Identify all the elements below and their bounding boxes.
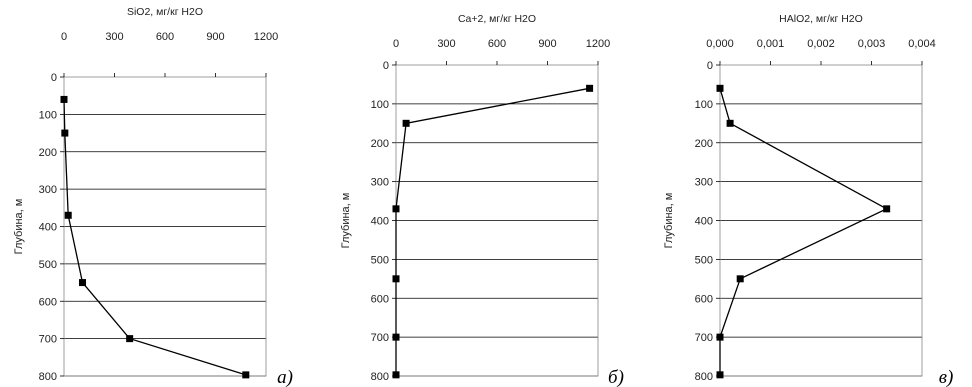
- y-tick-label: 600: [39, 296, 57, 308]
- x-tick-label: 0,000: [706, 38, 734, 50]
- y-tick-label: 0: [51, 72, 57, 84]
- x-tick-label: 0,003: [858, 38, 886, 50]
- y-tick-label: 300: [371, 177, 389, 189]
- data-point: [392, 205, 400, 213]
- y-tick-label: 700: [695, 332, 713, 344]
- x-tick-label: 900: [206, 31, 224, 43]
- y-tick-label: 200: [695, 138, 713, 150]
- y-tick-label: 0: [383, 60, 389, 72]
- y-axis-label: Глубина, м: [663, 193, 675, 249]
- data-point: [402, 119, 410, 127]
- data-point: [716, 333, 724, 341]
- y-tick-label: 800: [39, 371, 57, 383]
- data-point: [726, 119, 734, 127]
- y-tick-label: 700: [371, 332, 389, 344]
- series-line: [63, 99, 246, 376]
- panel-label: а): [277, 367, 293, 387]
- data-point: [126, 335, 134, 343]
- y-axis-label: Глубина, м: [340, 193, 352, 249]
- panel-label: в): [939, 367, 954, 387]
- data-point: [736, 275, 744, 283]
- panel-label: б): [608, 367, 624, 387]
- x-tick-label: 0: [61, 31, 67, 43]
- x-tick-label: 0,002: [807, 38, 835, 50]
- y-tick-label: 200: [39, 147, 57, 159]
- data-point: [242, 371, 250, 379]
- chart-panel-c: 0,000 0,001 0,002 0,003 0,004 0 100 200 300 400 50…: [663, 13, 953, 387]
- data-point: [392, 371, 400, 379]
- x-tick-label: 300: [437, 38, 455, 50]
- x-tick-label: 0: [393, 38, 399, 50]
- chart-title: HAlO2, мг/кг H2O: [779, 13, 863, 25]
- data-point: [64, 211, 72, 219]
- y-tick-label: 400: [371, 216, 389, 228]
- y-tick-label: 600: [695, 293, 713, 305]
- y-tick-label: 400: [695, 216, 713, 228]
- y-axis-label: Глубина, м: [13, 199, 25, 255]
- y-tick-label: 700: [39, 334, 57, 346]
- data-point: [716, 84, 724, 92]
- x-tick-label: 1200: [254, 31, 278, 43]
- y-tick-label: 500: [371, 254, 389, 266]
- data-point: [716, 371, 724, 379]
- chart-panel-b: 0 300 600 900 1200 0 100 200 300 400 500 600 700 800 C…: [340, 13, 624, 387]
- x-tick-label: 600: [156, 31, 174, 43]
- data-point: [60, 95, 68, 103]
- y-tick-label: 400: [39, 222, 57, 234]
- y-tick-label: 300: [39, 184, 57, 196]
- x-tick-label: 900: [538, 38, 556, 50]
- series-line: [395, 87, 590, 375]
- chart-title: SiO2, мг/кг H2O: [127, 6, 203, 18]
- y-tick-label: 100: [695, 99, 713, 111]
- chart-title: Ca+2, мг/кг H2O: [458, 13, 536, 25]
- x-tick-label: 0,001: [757, 38, 785, 50]
- y-tick-label: 500: [695, 254, 713, 266]
- x-tick-label: 0,004: [908, 38, 936, 50]
- y-tick-label: 800: [371, 371, 389, 383]
- y-tick-label: 100: [39, 109, 57, 121]
- data-point: [883, 205, 891, 213]
- data-point: [392, 275, 400, 283]
- data-point: [79, 279, 87, 287]
- y-tick-label: 800: [695, 371, 713, 383]
- y-tick-label: 500: [39, 259, 57, 271]
- x-tick-label: 1200: [586, 38, 610, 50]
- y-tick-label: 100: [371, 99, 389, 111]
- series-line: [719, 88, 889, 375]
- x-tick-label: 600: [488, 38, 506, 50]
- y-tick-label: 200: [371, 138, 389, 150]
- data-point: [392, 333, 400, 341]
- data-point: [61, 129, 69, 137]
- chart-panel-a: 0 300 600 900 1200 0 100 200 300 400 500 600 700 800 S…: [13, 6, 293, 387]
- y-tick-label: 300: [695, 177, 713, 189]
- y-tick-label: 0: [707, 60, 713, 72]
- y-tick-label: 600: [371, 293, 389, 305]
- x-tick-label: 300: [105, 31, 123, 43]
- data-point: [586, 84, 594, 92]
